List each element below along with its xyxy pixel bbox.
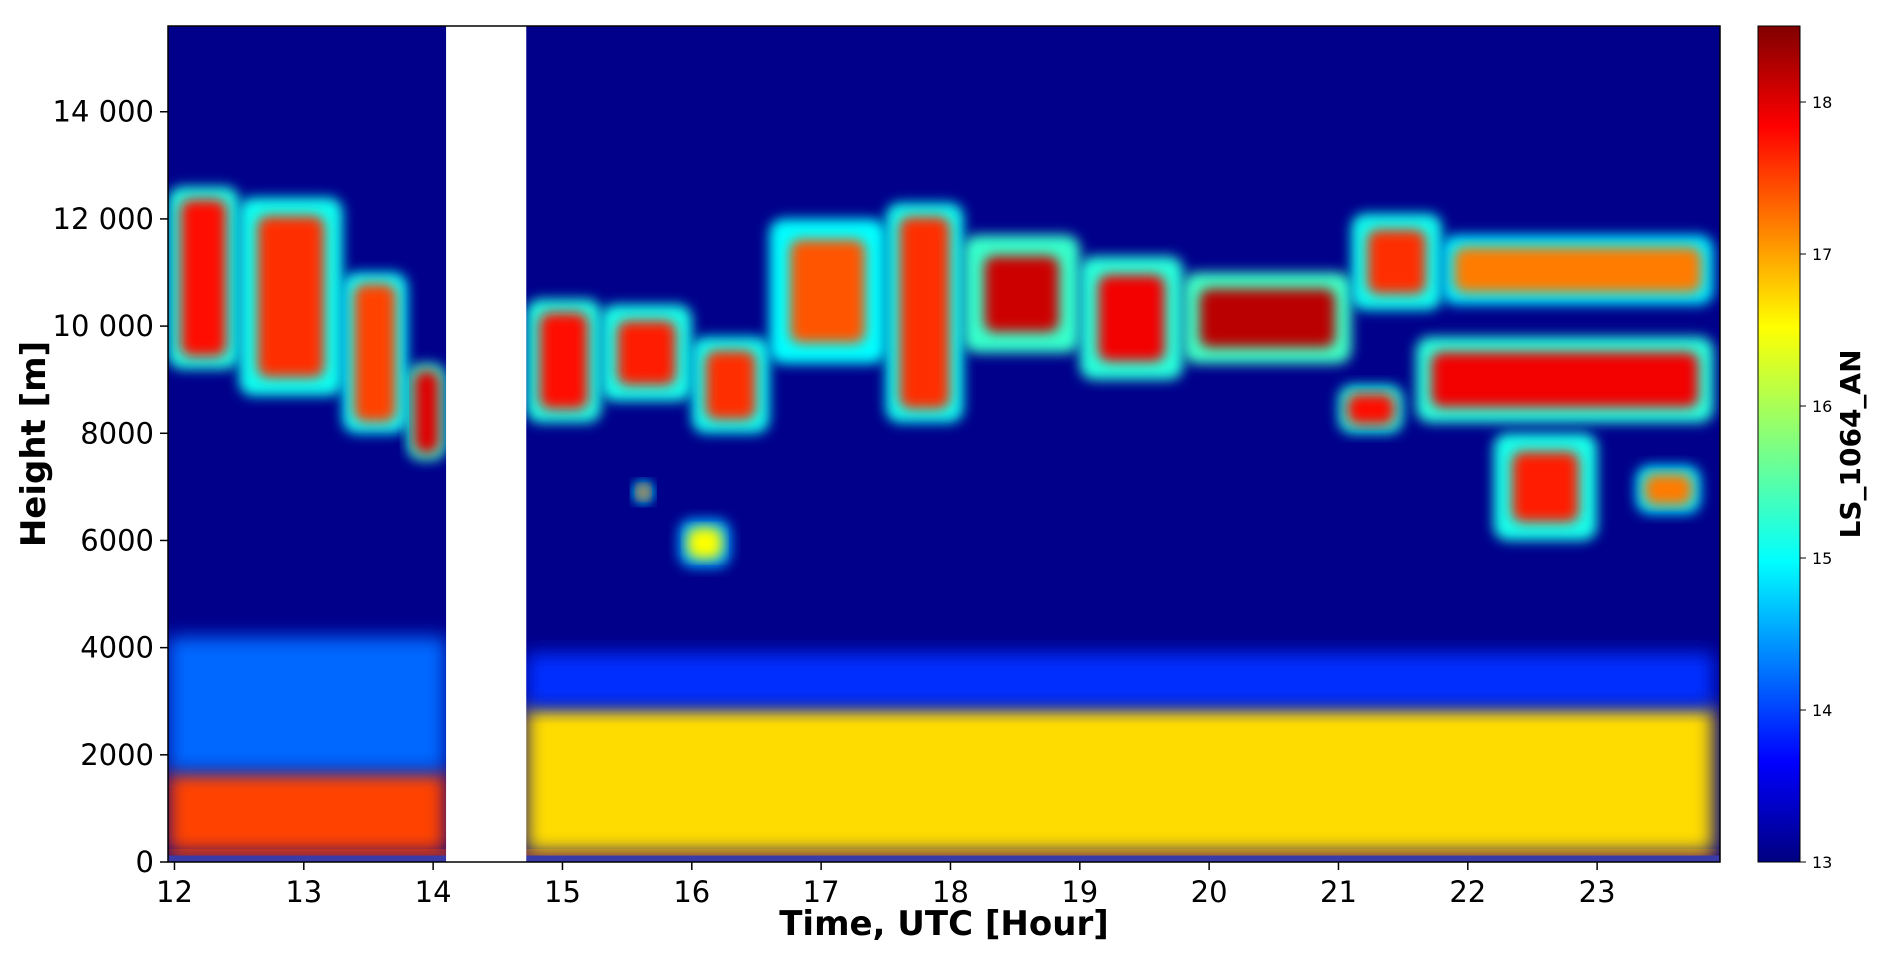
cloud-core-1: [257, 216, 324, 378]
colorbar-ticks: 13 14 15 16 17 18: [1800, 93, 1832, 872]
colorbar: 13 14 15 16 17 18 LS_1064_AN: [1757, 25, 1867, 872]
y-tick-label-3: 6000: [80, 523, 154, 557]
colorbar-tick-label-5: 18: [1812, 93, 1832, 112]
x-tick-label-8: 20: [1191, 875, 1228, 909]
y-tick-label-0: 0: [136, 845, 154, 879]
cloud-core-15: [1431, 352, 1699, 408]
x-tick-label-11: 23: [1579, 875, 1616, 909]
cloud-core-6: [705, 350, 756, 420]
y-tick-label-5: 10 000: [53, 309, 154, 343]
colorbar-gradient: [1757, 25, 1801, 863]
x-tick-label-6: 18: [932, 875, 969, 909]
cloud-core-0: [180, 199, 227, 357]
cloud-layers: [168, 186, 1720, 862]
cloud-core-5: [617, 320, 676, 385]
y-tick-label-7: 14 000: [53, 95, 154, 129]
layer-2: [526, 706, 1714, 853]
x-tick-label-0: 12: [156, 875, 193, 909]
colorbar-title: LS_1064_AN: [1834, 349, 1867, 538]
x-tick-label-3: 15: [544, 875, 581, 909]
x-tick-label-5: 17: [803, 875, 840, 909]
x-tick-label-10: 22: [1449, 875, 1486, 909]
aerosol-layers: [168, 636, 1714, 862]
x-tick-label-1: 13: [285, 875, 322, 909]
cloud-core-10: [1098, 275, 1165, 362]
x-tick-label-9: 21: [1320, 875, 1357, 909]
plot-frame: [167, 25, 1721, 863]
cloud-core-4: [539, 312, 588, 410]
colorbar-tick-label-2: 15: [1812, 549, 1832, 568]
y-tick-label-4: 8000: [80, 416, 154, 450]
x-axis: 12 13 14 15 16 17 18 19 20 21 22 23: [156, 862, 1616, 909]
cloud-core-13: [1454, 247, 1701, 293]
colorbar-tick-label-3: 16: [1812, 397, 1832, 416]
cloud-core-19: [687, 527, 722, 559]
y-tick-label-1: 2000: [80, 738, 154, 772]
layer-3: [168, 636, 447, 771]
x-tick-label-2: 14: [415, 875, 452, 909]
x-tick-label-7: 19: [1061, 875, 1098, 909]
cloud-core-11: [1199, 288, 1336, 348]
cloud-core-8: [899, 216, 950, 409]
cloud-core-14: [1347, 393, 1395, 425]
cloud-core-9: [984, 255, 1059, 332]
colorbar-tick-label-1: 14: [1812, 701, 1832, 720]
cloud-core-7: [790, 239, 865, 343]
data-gap: [446, 26, 527, 862]
cloud-core-12: [1367, 229, 1426, 294]
cloud-core-18: [637, 485, 650, 500]
cloud-core-2: [354, 284, 396, 422]
surface-line: [168, 855, 1720, 862]
x-axis-title: Time, UTC [Hour]: [779, 904, 1109, 944]
y-tick-label-6: 12 000: [53, 202, 154, 236]
layer-4: [526, 653, 1714, 707]
x-tick-label-4: 16: [673, 875, 710, 909]
y-axis: 0 2000 4000 6000 8000 10 000 12 000 14 000: [53, 95, 168, 879]
cloud-core-16: [1512, 451, 1579, 522]
heatmap-plot-area: [168, 26, 1720, 862]
layer-1: [168, 770, 447, 853]
cloud-core-3: [414, 370, 440, 454]
y-tick-label-2: 4000: [80, 631, 154, 665]
cloud-core-17: [1644, 474, 1692, 505]
colorbar-tick-label-4: 17: [1812, 245, 1832, 264]
y-axis-title: Height [m]: [14, 341, 54, 547]
colorbar-tick-label-0: 13: [1812, 853, 1832, 872]
